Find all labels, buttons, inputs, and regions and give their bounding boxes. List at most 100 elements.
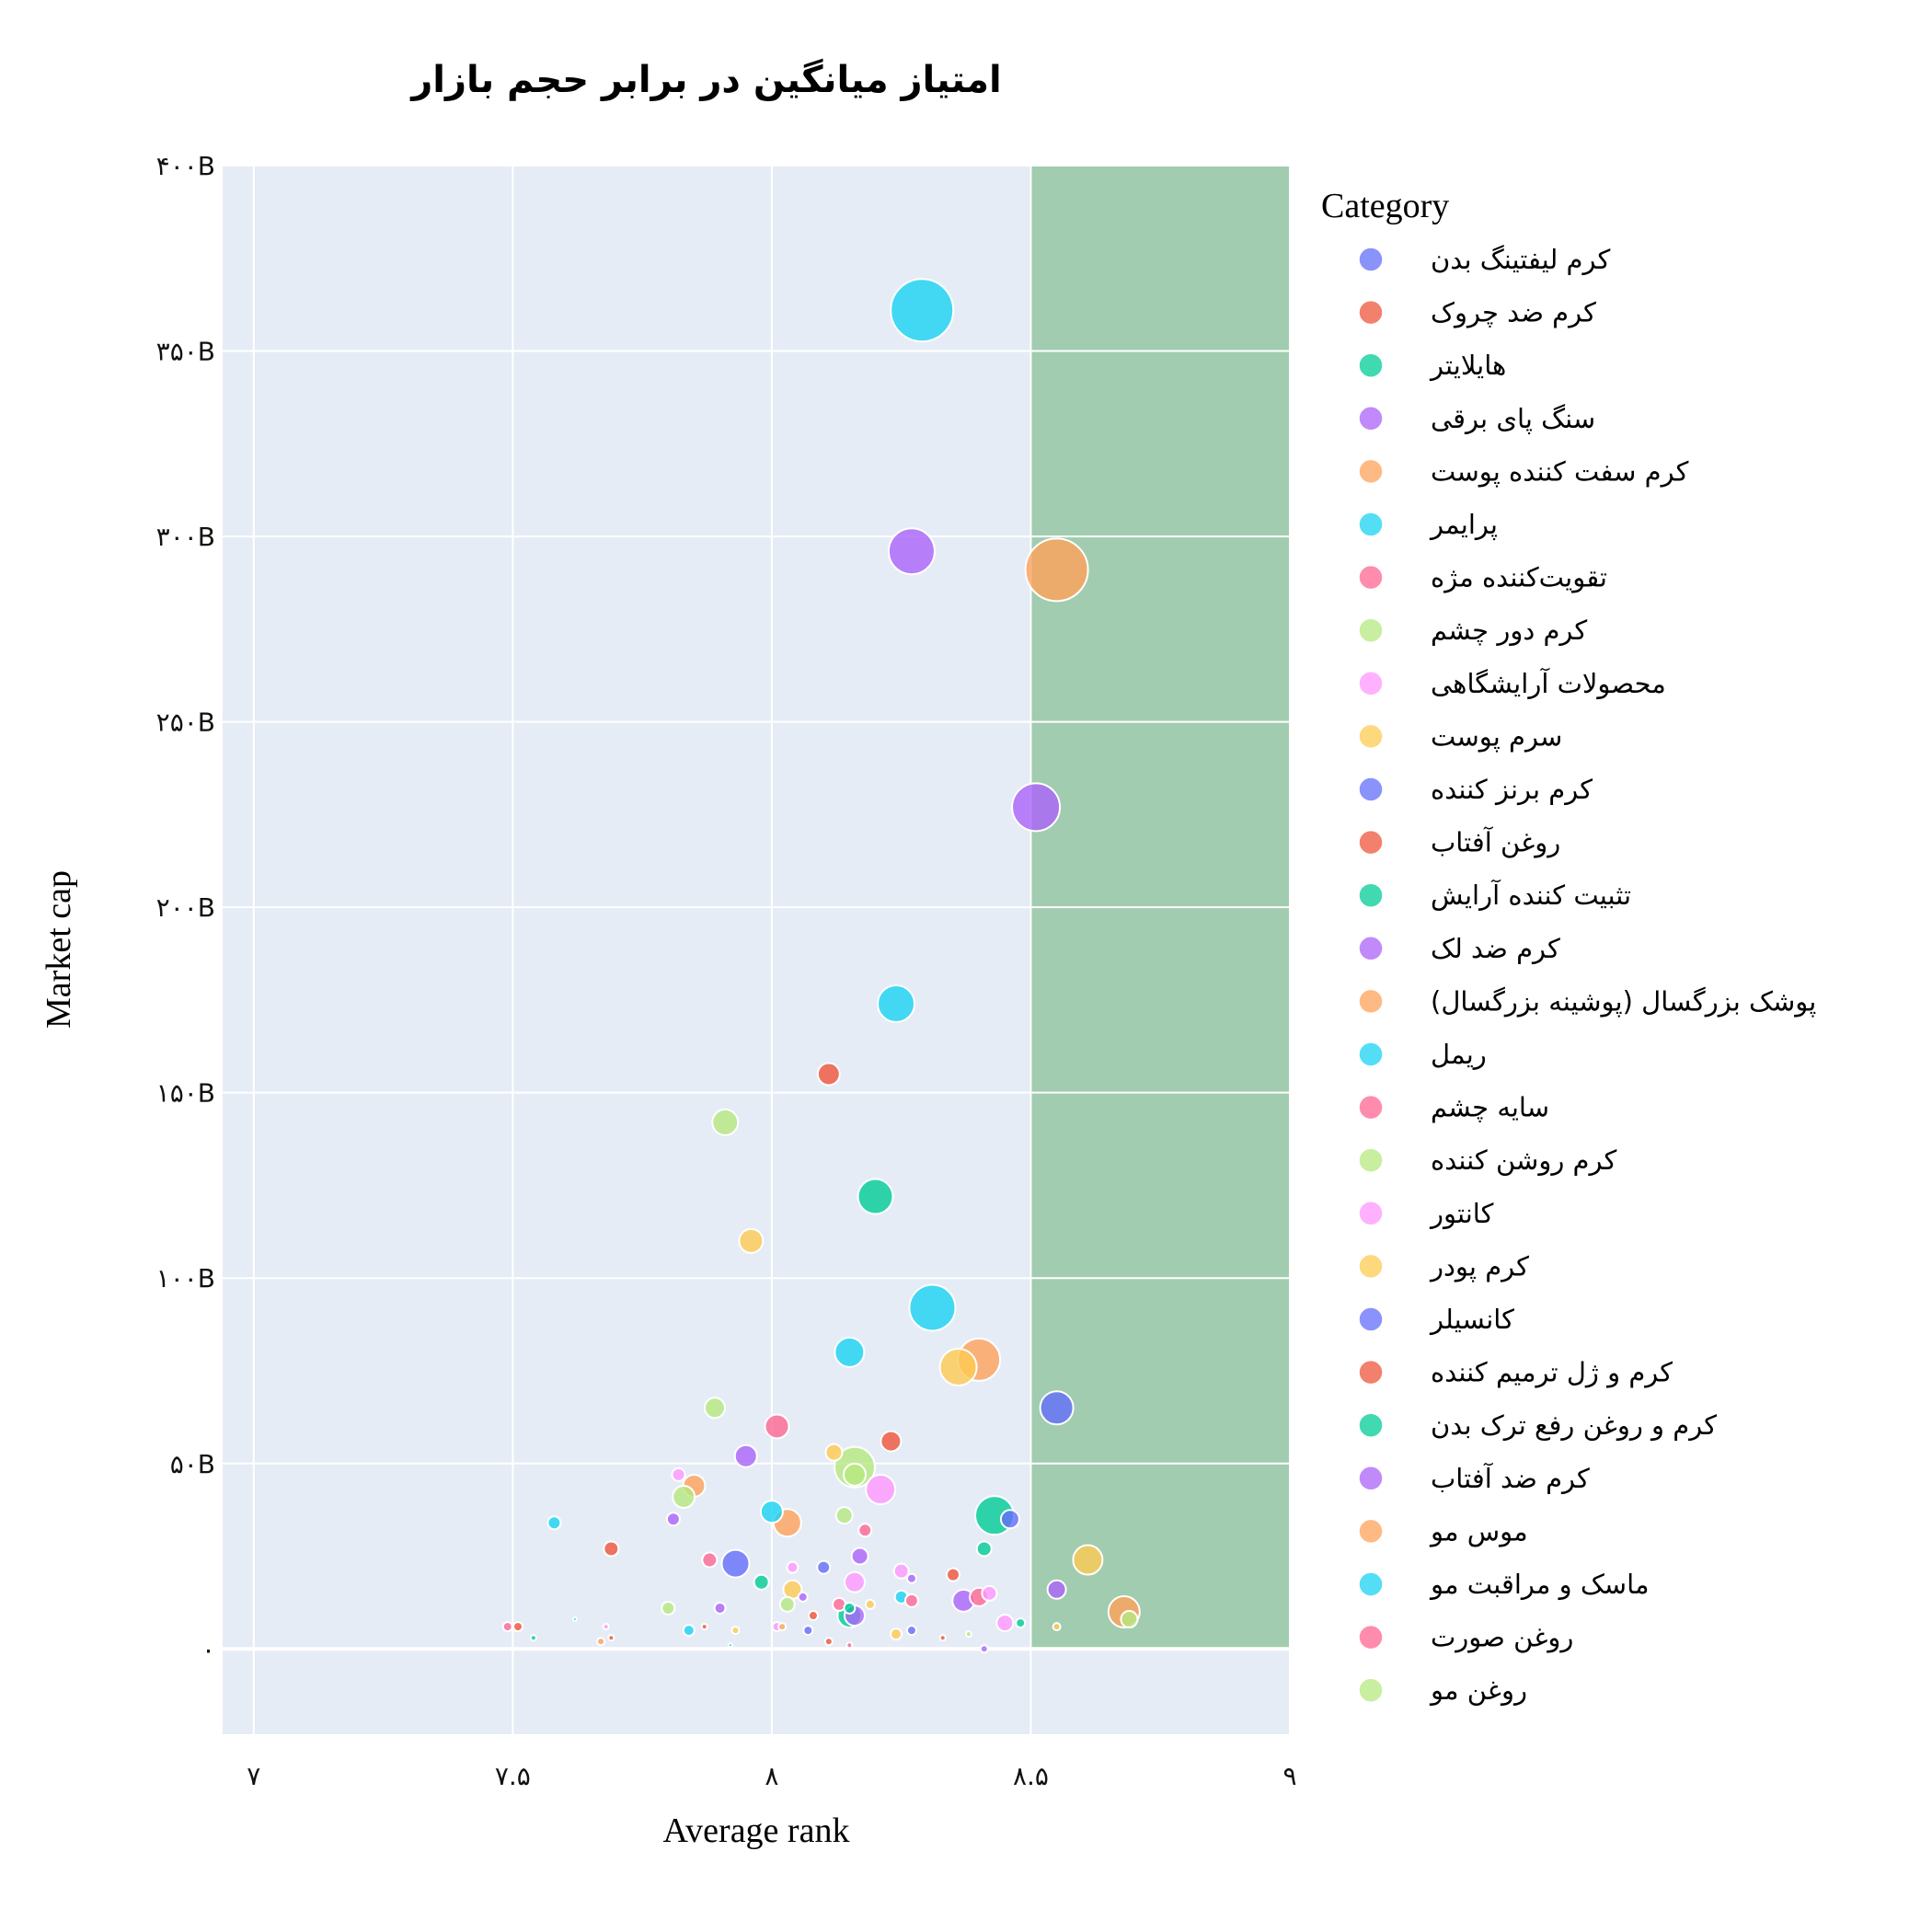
legend-item: ماسک و مراقبت مو [1358, 1569, 1649, 1600]
data-point [546, 1515, 562, 1531]
data-point [703, 1397, 726, 1420]
legend-item: روغن آفتاب [1358, 826, 1560, 858]
legend-label: کانتور [1429, 1198, 1494, 1229]
legend-items: کرم لیفتینگ بدن کرم ضد چروک هایلایتر سنگ پا… [1358, 244, 1816, 1706]
legend-label: کرم سفت کننده پوست [1431, 455, 1689, 488]
legend-label: پرایمر [1429, 509, 1498, 541]
y-axis-title: Market cap [40, 870, 78, 1029]
legend-label: کرم برنز کننده [1431, 774, 1593, 805]
legend-marker [1358, 776, 1384, 802]
legend-label: سایه چشم [1431, 1092, 1549, 1124]
data-point [730, 1626, 741, 1636]
y-tick-label: ۵۰B [170, 1449, 215, 1479]
legend-label: کرم ضد لک [1431, 933, 1560, 964]
data-point [1024, 537, 1089, 603]
data-point [890, 1627, 903, 1641]
legend-label: موس مو [1429, 1515, 1528, 1547]
legend-title: Category [1321, 187, 1449, 225]
legend-label: ریمل [1431, 1039, 1487, 1070]
legend-item: کرم و روغن رفع ترک بدن [1358, 1409, 1717, 1441]
legend-marker [1358, 512, 1384, 537]
data-point [834, 1506, 854, 1525]
data-point [903, 1593, 919, 1608]
legend-item: تقویت‌کننده مژه [1358, 562, 1607, 593]
data-point [1120, 1610, 1139, 1629]
legend-label: کرم لیفتینگ بدن [1431, 244, 1610, 275]
data-point [786, 1560, 799, 1574]
data-point [850, 1547, 869, 1566]
data-point [905, 1572, 917, 1584]
legend-item: هایلایتر [1358, 350, 1506, 381]
data-point [665, 1512, 681, 1527]
legend-marker [1358, 1518, 1384, 1545]
data-point [700, 1623, 708, 1631]
data-point [843, 1601, 857, 1615]
legend: Category کرم لیفتینگ بدن کرم ضد چروک هایلا… [1321, 187, 1816, 1706]
legend-label: سرم پوست [1431, 720, 1562, 753]
data-point [892, 1562, 910, 1580]
y-tick-label: ۴۰۰B [156, 151, 215, 181]
legend-item: پوشک بزرگسال (پوشینه بزرگسال) [1358, 985, 1816, 1018]
data-point [607, 1634, 615, 1642]
y-tick-label: ۳۰۰B [156, 522, 215, 552]
y-tick-label: ۲۵۰B [156, 707, 215, 738]
legend-item: کرم پودر [1358, 1250, 1529, 1282]
data-point [864, 1598, 876, 1610]
legend-label: روغن صورت [1431, 1622, 1573, 1653]
legend-item: کرم روشن کننده [1358, 1144, 1617, 1176]
legend-label: سنگ پای برقی [1431, 403, 1595, 435]
data-point [701, 1551, 719, 1569]
data-point [908, 1283, 957, 1332]
data-point [857, 1523, 873, 1538]
legend-item: پرایمر [1358, 509, 1498, 541]
legend-item: کرم ضد چروک [1358, 297, 1596, 328]
data-point [759, 1500, 784, 1524]
data-point [603, 1540, 620, 1558]
legend-marker [1358, 1571, 1384, 1597]
data-point [938, 1347, 978, 1386]
legend-item: ریمل [1358, 1039, 1487, 1070]
data-point [887, 527, 936, 576]
legend-item: موس مو [1358, 1515, 1528, 1547]
chart-title: امتیاز میانگین در برابر حجم بازار [409, 58, 1001, 101]
data-point [529, 1634, 537, 1642]
data-point [727, 1642, 733, 1649]
legend-marker [1358, 1094, 1384, 1121]
legend-marker [1358, 882, 1384, 908]
legend-marker [1358, 1253, 1384, 1280]
legend-marker [1358, 1624, 1384, 1650]
legend-label: کرم دور چشم [1431, 615, 1587, 647]
legend-label: تثبیت کننده آرایش [1431, 879, 1631, 911]
legend-item: کرم لیفتینگ بدن [1358, 244, 1610, 275]
data-point [733, 1443, 758, 1468]
data-point [1052, 1622, 1062, 1632]
legend-label: تقویت‌کننده مژه [1431, 562, 1607, 593]
legend-label: کرم ضد آفتاب [1431, 1462, 1590, 1494]
x-tick-label: ۸.۵ [1013, 1761, 1049, 1791]
legend-marker [1358, 406, 1384, 431]
data-point [905, 1625, 917, 1637]
data-point [571, 1616, 578, 1623]
data-point [1039, 1390, 1075, 1426]
data-point [890, 278, 955, 343]
x-axis-title: Average rank [663, 1811, 850, 1850]
data-point [672, 1485, 696, 1510]
data-point [816, 1559, 832, 1575]
legend-marker [1358, 1306, 1384, 1332]
data-point [1072, 1544, 1104, 1576]
legend-item: کرم ضد لک [1358, 933, 1560, 964]
data-point [802, 1625, 814, 1637]
legend-marker [1358, 1677, 1384, 1703]
legend-marker [1358, 352, 1384, 378]
data-point [661, 1600, 676, 1616]
legend-marker [1358, 1359, 1384, 1386]
data-point [945, 1567, 960, 1582]
data-point [682, 1624, 696, 1638]
y-tick-label: ۰ [201, 1634, 215, 1664]
y-tick-labels: ۰ ۵۰B ۱۰۰B ۱۵۰B ۲۰۰B ۲۵۰B ۳۰۰B ۳۵۰B ۴۰۰B [156, 151, 215, 1664]
y-tick-label: ۱۵۰B [156, 1078, 215, 1109]
data-point [843, 1570, 866, 1593]
legend-item: کرم دور چشم [1358, 615, 1587, 647]
x-tick-label: ۸ [765, 1761, 778, 1791]
legend-label: کرم ضد چروک [1431, 297, 1596, 328]
